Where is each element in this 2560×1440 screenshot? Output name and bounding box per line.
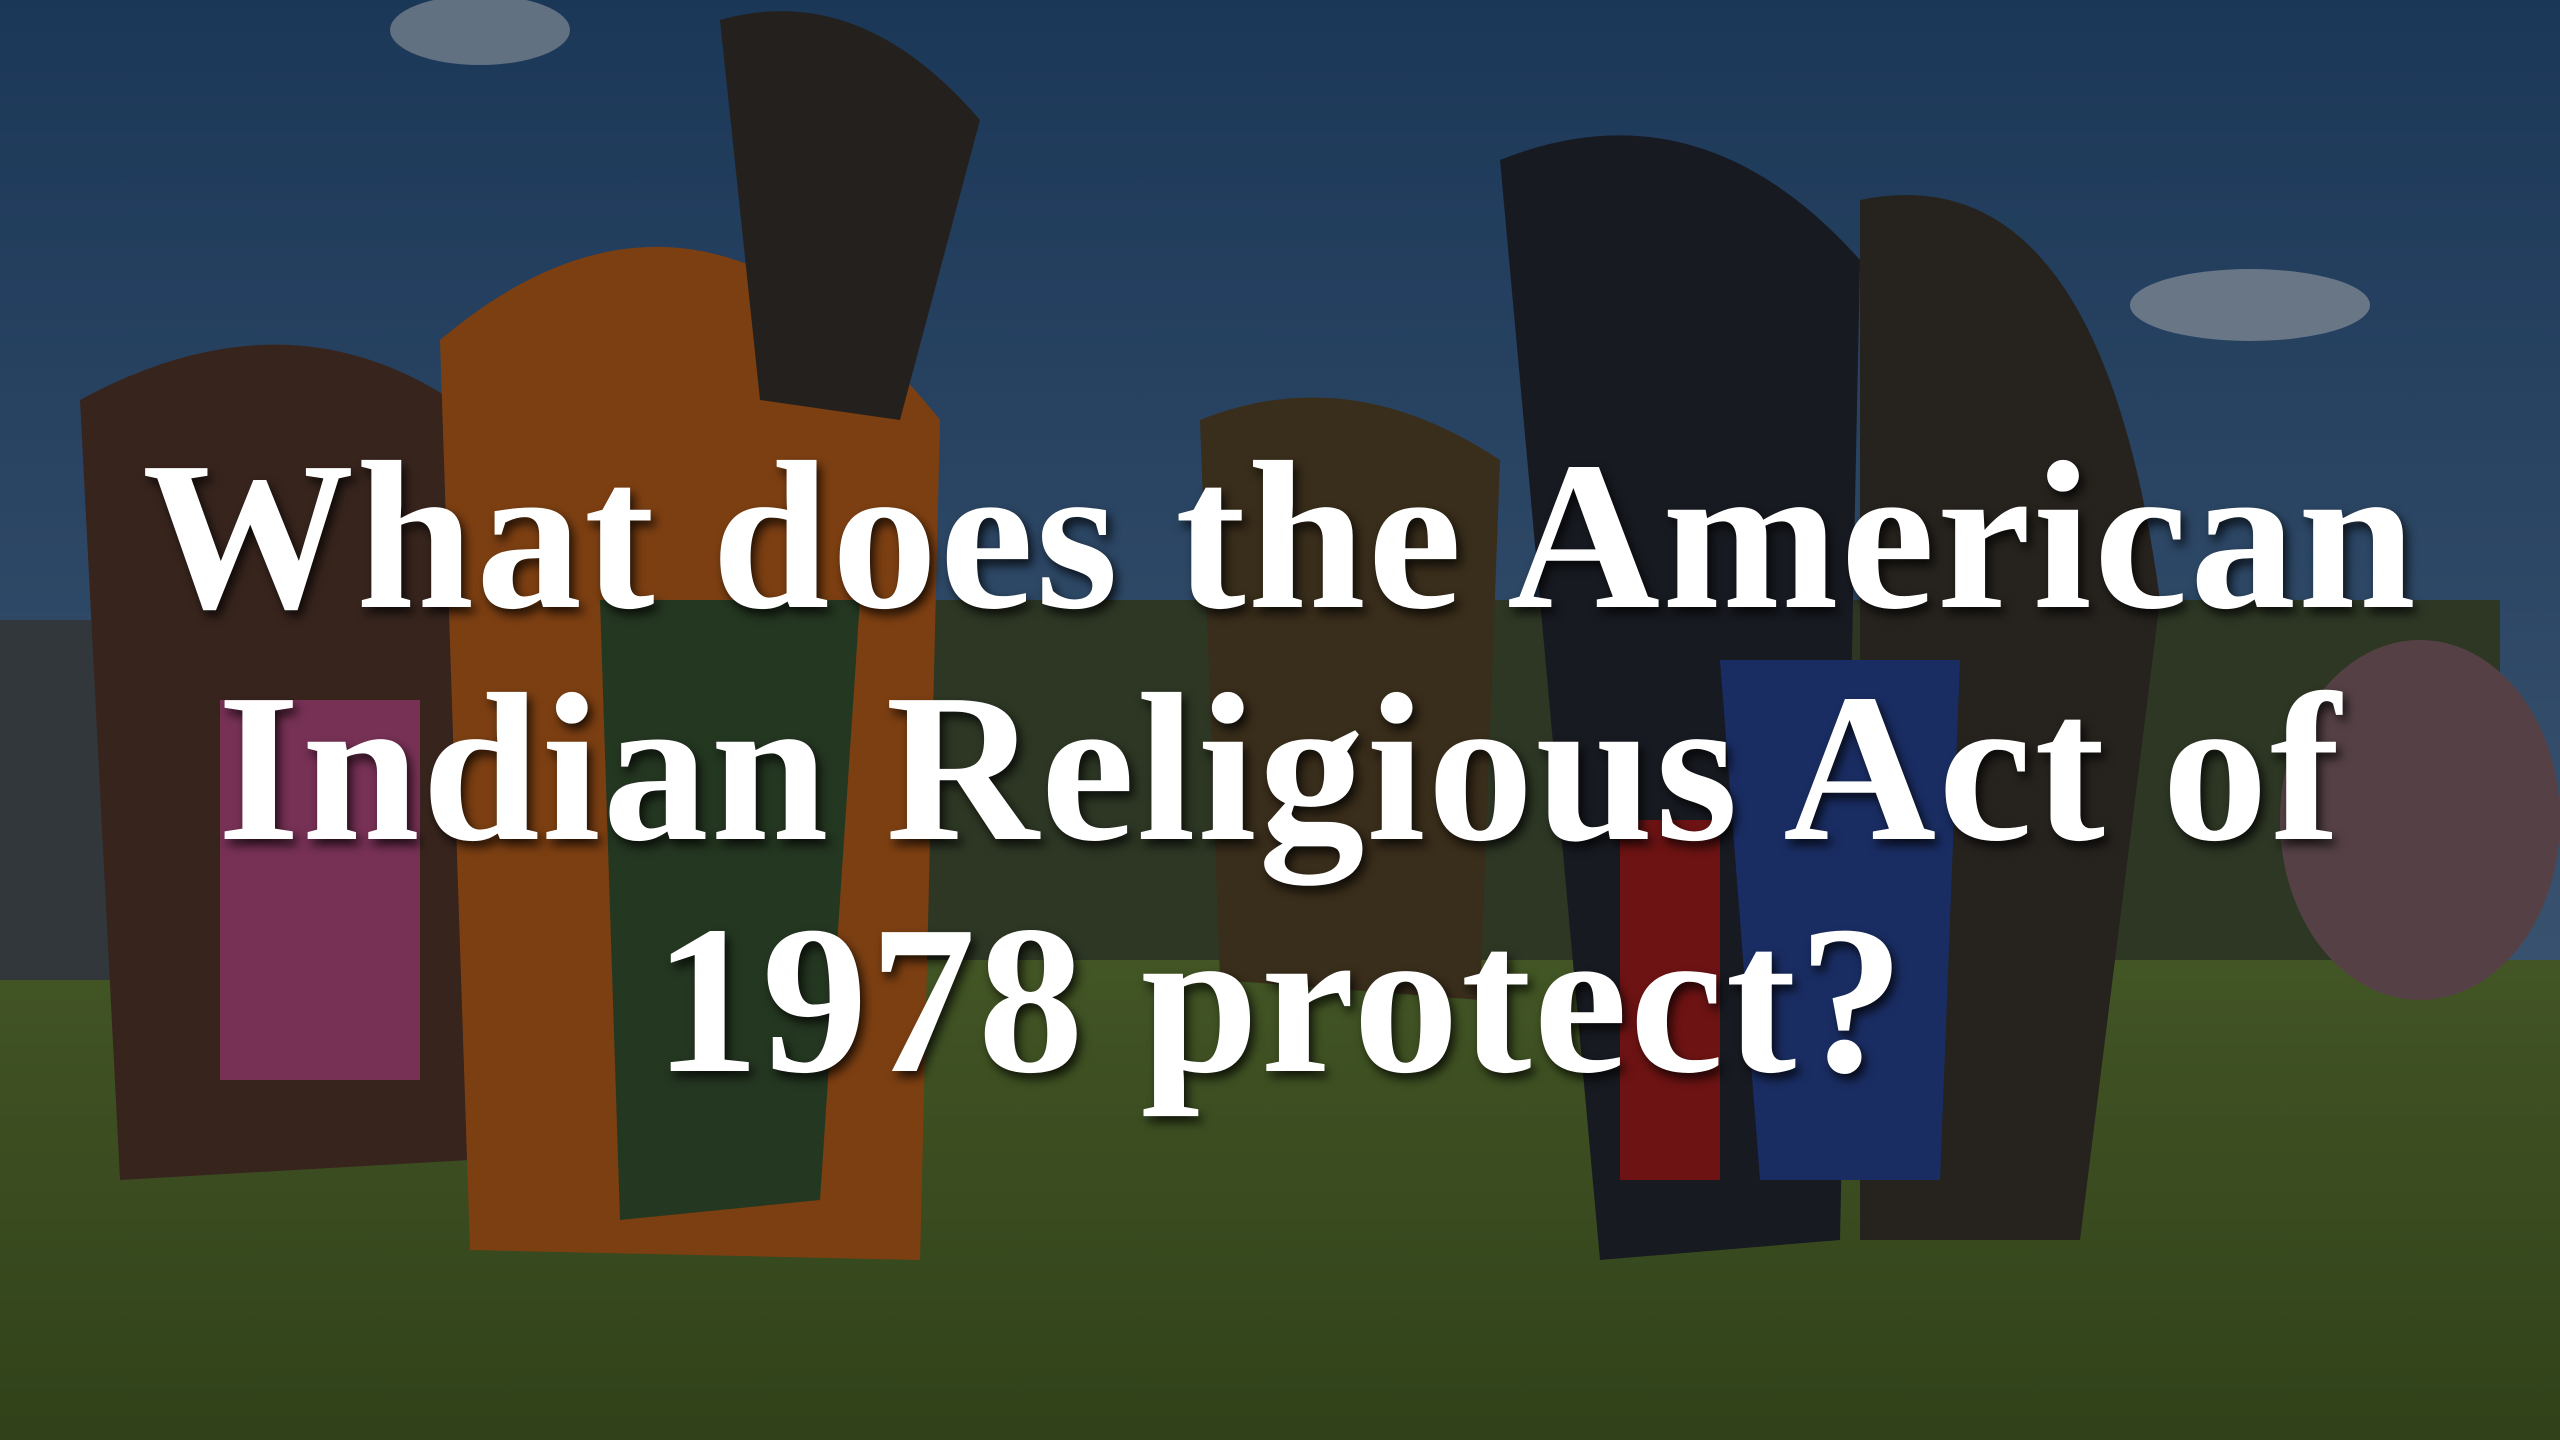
title-line: 1978 protect? bbox=[0, 884, 2560, 1116]
slide-title: What does the American Indian Religious … bbox=[0, 420, 2560, 1116]
title-line: What does the American bbox=[0, 420, 2560, 652]
slide: What does the American Indian Religious … bbox=[0, 0, 2560, 1440]
title-line: Indian Religious Act of bbox=[0, 652, 2560, 884]
